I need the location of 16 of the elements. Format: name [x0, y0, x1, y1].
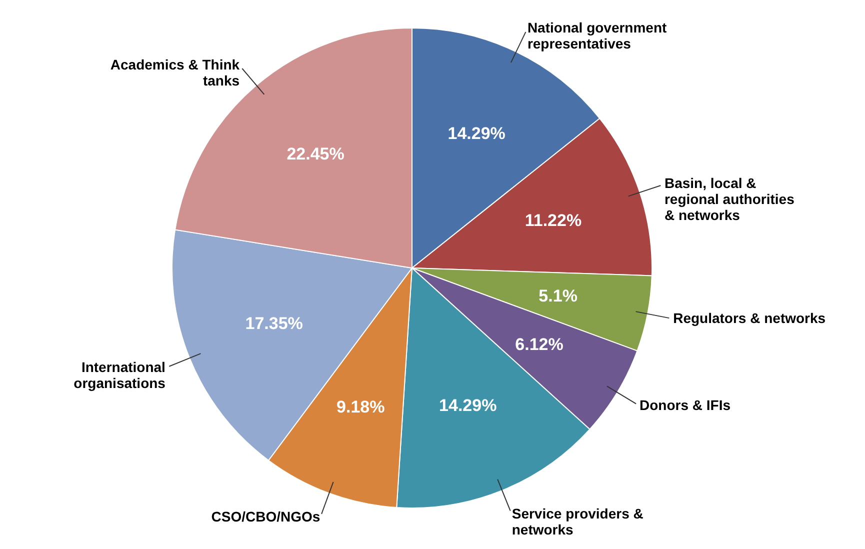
slice-label: Basin, local & regional authorities & networks: [664, 175, 795, 224]
slice-label: National government representatives: [527, 19, 668, 52]
data-label: 14.29%: [439, 396, 497, 415]
data-label: 6.12%: [515, 335, 564, 354]
slice-label: Donors & IFIs: [640, 396, 731, 413]
data-label: 17.35%: [245, 314, 303, 333]
data-label: 22.45%: [286, 144, 344, 164]
slice-label: Regulators & networks: [673, 310, 826, 326]
data-label: 11.22%: [524, 211, 582, 230]
slice-label: International organisations: [74, 358, 166, 391]
data-label: 5.1%: [538, 286, 578, 306]
data-label: 9.18%: [336, 398, 385, 417]
slice-label: CSO/CBO/NGOs: [211, 508, 320, 525]
slice-label: Service providers & networks: [512, 506, 644, 538]
data-label: 14.29%: [448, 124, 506, 143]
slice-label: Academics & Think tanks: [110, 56, 240, 88]
